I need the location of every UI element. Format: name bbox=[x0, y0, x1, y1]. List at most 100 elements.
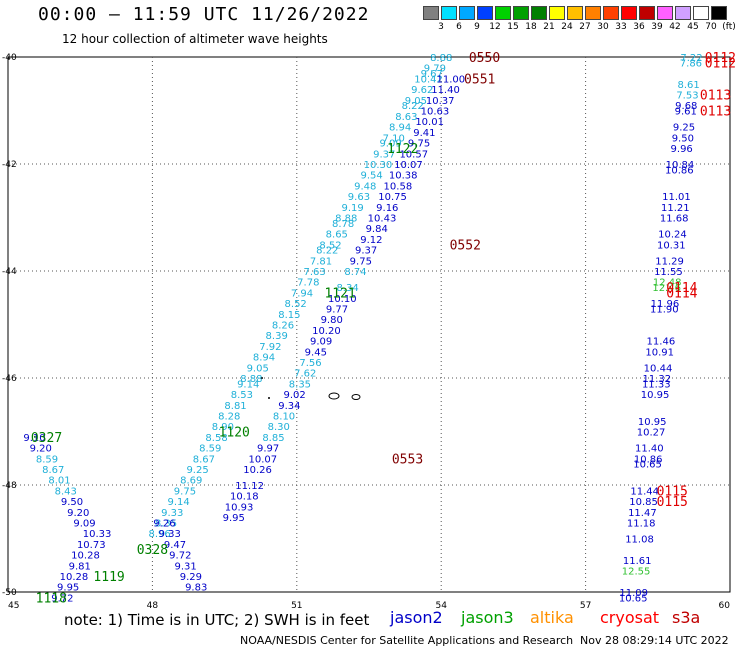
swh-value: 9.50 bbox=[672, 133, 694, 144]
swh-value: 7.22 bbox=[680, 53, 702, 64]
lon-tick-label: 54 bbox=[435, 601, 447, 611]
swh-value: 9.50 bbox=[61, 497, 83, 508]
legend-label: 18 bbox=[525, 22, 537, 32]
lat-tick-label: -46 bbox=[2, 374, 17, 384]
swh-value: 8.52 bbox=[285, 299, 307, 310]
legend-label: 6 bbox=[456, 22, 462, 32]
swh-value: 9.95 bbox=[223, 513, 245, 524]
swh-value: 9.09 bbox=[73, 518, 95, 529]
swh-value: 11.96 bbox=[651, 299, 680, 310]
swh-value: 8.88 bbox=[335, 214, 357, 225]
legend-label: 33 bbox=[615, 22, 627, 32]
swh-value: 9.29 bbox=[180, 572, 202, 583]
pass-time-label: 0114 bbox=[666, 281, 697, 296]
legend-swatch bbox=[423, 6, 439, 20]
swh-value: 10.85 bbox=[629, 497, 658, 508]
swh-value: 7.62 bbox=[294, 369, 316, 380]
swh-value: 9.10 bbox=[23, 433, 45, 444]
swh-value: 10.86 bbox=[665, 165, 694, 176]
page-title: 00:00 – 11:59 UTC 11/26/2022 bbox=[38, 4, 370, 25]
legend-swatch bbox=[459, 6, 475, 20]
swh-value: 10.30 bbox=[364, 160, 393, 171]
legend-swatch bbox=[495, 6, 511, 20]
swh-value: 11.44 bbox=[630, 486, 659, 497]
swh-value: 11.46 bbox=[647, 337, 676, 348]
swh-value: 10.28 bbox=[60, 572, 89, 583]
swh-value: 11.33 bbox=[642, 379, 671, 390]
legend-label: 27 bbox=[579, 22, 591, 32]
swh-value: 10.57 bbox=[399, 149, 428, 160]
swh-value: 9.75 bbox=[408, 139, 430, 150]
legend-swatch bbox=[711, 6, 727, 20]
pass-time-label: 1118 bbox=[36, 591, 67, 606]
swh-value: 9.31 bbox=[174, 561, 196, 572]
swh-value: 8.78 bbox=[332, 219, 354, 230]
swh-value: 9.72 bbox=[169, 551, 191, 562]
swh-value: 8.53 bbox=[231, 390, 253, 401]
pass-time-label: 1121 bbox=[324, 286, 355, 301]
island-outline bbox=[351, 394, 361, 400]
swh-value: 9.16 bbox=[376, 203, 398, 214]
pass-time-label: 0552 bbox=[450, 238, 481, 253]
swh-value: 8.43 bbox=[55, 486, 77, 497]
legend-label: 45 bbox=[687, 22, 699, 32]
swh-value: 7.92 bbox=[259, 342, 281, 353]
swh-value: 9.72 bbox=[51, 593, 73, 604]
legend-swatch bbox=[585, 6, 601, 20]
lon-tick-label: 45 bbox=[8, 601, 19, 611]
legend-label: 3 bbox=[438, 22, 444, 32]
swh-value: 12.46 bbox=[652, 283, 681, 294]
swh-value: 10.07 bbox=[394, 160, 423, 171]
swh-value: 10.86 bbox=[634, 454, 663, 465]
swh-value: 7.94 bbox=[291, 288, 313, 299]
swh-value: 9.37 bbox=[373, 149, 395, 160]
swh-value: 11.32 bbox=[643, 374, 672, 385]
lon-tick-label: 60 bbox=[719, 601, 731, 611]
swh-value: 10.91 bbox=[645, 347, 674, 358]
swh-value: 9.34 bbox=[278, 401, 300, 412]
legend-label: 30 bbox=[597, 22, 609, 32]
swh-value: 11.90 bbox=[650, 304, 679, 315]
swh-value: 8.94 bbox=[389, 123, 411, 134]
swh-value: 10.95 bbox=[641, 390, 670, 401]
lon-tick-label: 57 bbox=[580, 601, 591, 611]
swh-value: 10.75 bbox=[378, 192, 407, 203]
legend-swatch bbox=[657, 6, 673, 20]
swh-value: 8.90 bbox=[212, 422, 234, 433]
swh-value: 8.61 bbox=[677, 80, 699, 91]
swh-value: 9.77 bbox=[326, 304, 348, 315]
swh-value: 10.65 bbox=[633, 460, 662, 471]
legend-label: 24 bbox=[561, 22, 573, 32]
swh-value: 12.55 bbox=[622, 567, 651, 578]
swh-value: 9.67 bbox=[421, 69, 443, 80]
sat-label-altika: altika bbox=[530, 608, 574, 627]
pass-time-label: 1120 bbox=[219, 426, 250, 441]
swh-value: 8.88 bbox=[240, 374, 262, 385]
sat-label-jason3: jason3 bbox=[461, 608, 514, 627]
swh-value: 8.15 bbox=[278, 310, 300, 321]
swh-value: 9.09 bbox=[310, 337, 332, 348]
swh-value: 9.75 bbox=[350, 256, 372, 267]
legend-label: 36 bbox=[633, 22, 645, 32]
legend-unit: (ft) bbox=[722, 22, 736, 32]
swh-value: 7.56 bbox=[299, 358, 321, 369]
swh-value: 9.25 bbox=[673, 123, 695, 134]
lat-tick-label: -50 bbox=[2, 588, 17, 598]
swh-value: 9.33 bbox=[159, 529, 181, 540]
pass-time-label: 0115 bbox=[657, 484, 688, 499]
pass-time-label: 0113 bbox=[700, 105, 731, 120]
swh-value: 9.79 bbox=[424, 64, 446, 75]
footer-note: note: 1) Time is in UTC; 2) SWH is in fe… bbox=[64, 611, 370, 629]
swh-value: 11.12 bbox=[235, 481, 264, 492]
swh-value: 11.40 bbox=[431, 85, 460, 96]
swh-value: 8.59 bbox=[199, 444, 221, 455]
swh-value: 8.22 bbox=[316, 246, 338, 257]
swh-value: 12.48 bbox=[653, 278, 682, 289]
swh-value: 10.10 bbox=[328, 294, 357, 305]
swh-value: 9.80 bbox=[321, 315, 343, 326]
lat-tick-label: -42 bbox=[2, 160, 17, 170]
pass-time-label: 0553 bbox=[392, 452, 423, 467]
swh-value: 7.53 bbox=[676, 90, 698, 101]
legend-label: 39 bbox=[651, 22, 663, 32]
legend-swatch bbox=[513, 6, 529, 20]
